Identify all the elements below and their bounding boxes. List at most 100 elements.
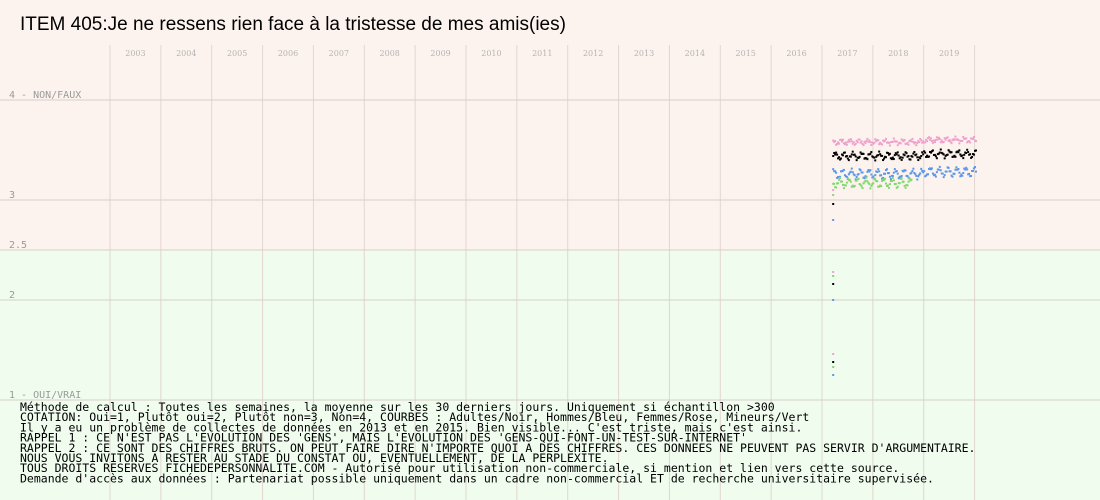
data-point xyxy=(974,170,977,173)
data-point xyxy=(904,169,907,172)
data-point xyxy=(934,155,937,158)
year-label-2005: 2005 xyxy=(227,49,247,58)
note-line: Demande d'accès aux données : Partenaria… xyxy=(20,471,934,485)
data-point xyxy=(869,152,872,155)
data-point xyxy=(929,138,932,141)
data-point xyxy=(922,171,925,174)
data-point xyxy=(913,150,916,153)
data-point xyxy=(966,168,969,171)
year-label-2008: 2008 xyxy=(380,49,400,58)
data-point xyxy=(870,144,873,147)
data-point xyxy=(934,175,937,178)
data-point xyxy=(924,141,927,144)
data-point xyxy=(930,167,933,170)
data-point xyxy=(863,140,866,143)
data-point xyxy=(872,175,875,178)
data-point xyxy=(906,141,909,144)
data-point xyxy=(848,178,851,181)
data-point xyxy=(963,167,966,170)
data-point xyxy=(881,154,884,157)
data-point xyxy=(890,158,893,161)
data-point xyxy=(964,168,967,171)
data-point xyxy=(897,154,900,157)
data-point xyxy=(867,181,870,184)
data-point xyxy=(878,150,881,153)
data-point xyxy=(922,153,925,156)
data-point xyxy=(845,155,848,158)
data-point xyxy=(939,169,942,172)
data-point xyxy=(853,153,856,156)
data-point xyxy=(962,171,965,174)
data-point xyxy=(895,140,898,143)
year-label-2007: 2007 xyxy=(329,49,349,58)
data-point xyxy=(895,186,898,189)
data-point xyxy=(865,139,868,142)
data-point xyxy=(862,143,865,146)
data-point xyxy=(840,140,843,143)
data-point xyxy=(931,141,934,144)
data-point xyxy=(902,140,905,143)
note-line: Il y a eu un problème de collectes de do… xyxy=(20,420,802,434)
data-point xyxy=(920,167,923,170)
data-point xyxy=(920,155,923,158)
data-point xyxy=(941,172,944,175)
y-axis-labels: 4 - NON/FAUX 3 2.5 2 1 - OUI/VRAI xyxy=(9,90,81,401)
data-point xyxy=(839,176,842,179)
data-point xyxy=(842,187,845,190)
data-point xyxy=(859,183,862,186)
data-point xyxy=(914,173,917,176)
data-point xyxy=(938,165,941,168)
data-point xyxy=(918,141,921,144)
data-point xyxy=(893,154,896,157)
data-point xyxy=(883,179,886,182)
data-point xyxy=(942,176,945,179)
data-point xyxy=(837,157,840,160)
data-point xyxy=(893,168,896,171)
data-point xyxy=(961,139,964,142)
data-point xyxy=(885,182,888,185)
data-point xyxy=(936,138,939,141)
data-point xyxy=(877,154,880,157)
year-label-2013: 2013 xyxy=(634,49,654,58)
data-point xyxy=(838,156,841,159)
data-point xyxy=(915,153,918,156)
data-point xyxy=(954,168,957,171)
data-point xyxy=(957,151,960,154)
data-point xyxy=(925,138,928,141)
data-point xyxy=(868,139,871,142)
data-point xyxy=(857,173,860,176)
data-point xyxy=(953,154,956,157)
data-point xyxy=(838,142,841,145)
data-point xyxy=(865,176,868,179)
data-point xyxy=(967,151,970,154)
data-point xyxy=(841,183,844,186)
data-point xyxy=(856,141,859,144)
data-point xyxy=(917,175,920,178)
year-label-2004: 2004 xyxy=(176,49,196,58)
data-point xyxy=(834,153,837,156)
data-point xyxy=(917,139,920,142)
data-point xyxy=(860,140,863,143)
data-point xyxy=(923,170,926,173)
year-label-2012: 2012 xyxy=(583,49,603,58)
data-point xyxy=(898,157,901,160)
data-point xyxy=(907,143,910,146)
data-point xyxy=(853,143,856,146)
data-point xyxy=(915,174,918,177)
data-point xyxy=(841,154,844,157)
data-point xyxy=(842,142,845,145)
data-point xyxy=(916,178,919,181)
data-point xyxy=(926,154,929,157)
data-point xyxy=(957,139,960,142)
data-point xyxy=(886,184,889,187)
data-point xyxy=(968,140,971,143)
data-point xyxy=(846,157,849,160)
data-point xyxy=(873,177,876,180)
year-label-2017: 2017 xyxy=(837,49,857,58)
data-point xyxy=(911,170,914,173)
note-line: RAPPEL 2 : CE SONT DES CHIFFRES BRUTS. O… xyxy=(20,441,975,455)
data-point xyxy=(843,151,846,154)
data-point xyxy=(837,182,840,185)
data-point xyxy=(912,167,915,170)
